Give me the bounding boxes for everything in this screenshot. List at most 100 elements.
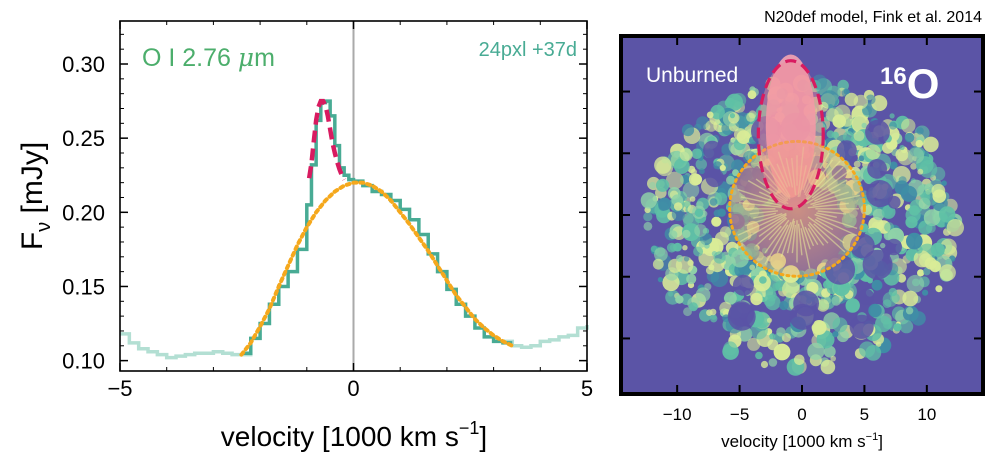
x-tick-label: −5 (107, 376, 132, 401)
ejecta-clump (868, 303, 882, 318)
central-streak (810, 191, 849, 206)
ejecta-clump (859, 341, 876, 358)
ejecta-clump (713, 209, 722, 218)
spectrum-ticks: −5 0 5 0.10 0.15 0.20 0.25 0.30 (62, 21, 593, 401)
narrow-peak-region-fill (758, 60, 824, 209)
ejecta-clump (699, 168, 705, 175)
ejecta-clump (820, 359, 836, 375)
ejecta-clump (749, 264, 756, 271)
ejecta-clump (649, 181, 656, 189)
ejecta-void (849, 314, 874, 339)
ejecta-clump (652, 258, 664, 270)
ejecta-clump (658, 197, 672, 211)
ejecta-clump (836, 329, 850, 343)
ejecta-clump (723, 341, 738, 356)
ejecta-clump (882, 142, 894, 154)
central-streak (798, 165, 807, 197)
central-streak (737, 188, 777, 203)
ejecta-void (703, 140, 722, 160)
central-streak (813, 223, 846, 253)
map-x-tick-label: 10 (917, 405, 936, 424)
ejecta-clump (915, 139, 924, 148)
ejecta-void (732, 274, 754, 296)
ejecta-clump (930, 242, 945, 257)
ejecta-clump (932, 189, 947, 203)
ejecta-clump (681, 124, 695, 137)
ejecta-clump (732, 169, 739, 177)
central-streak (740, 196, 782, 207)
ejecta-clump (706, 309, 713, 317)
ejecta-clump (747, 90, 757, 100)
ejecta-clump (851, 115, 870, 133)
central-streak (758, 216, 787, 237)
central-streak (812, 194, 861, 207)
ejecta-clump (897, 273, 907, 283)
spectrum-data-layer (120, 21, 589, 371)
ejecta-clump (773, 343, 791, 361)
map-x-tick-label: 0 (797, 405, 806, 424)
ejecta-clump (673, 202, 683, 211)
ejecta-clump (906, 232, 923, 250)
ejecta-void (866, 180, 894, 208)
central-streak (737, 212, 787, 236)
ejecta-clump (782, 280, 800, 299)
spectrum-panel: −5 0 5 0.10 0.15 0.20 0.25 0.30 O I 2.76 μm 24p… (16, 20, 593, 452)
ejecta-clump (865, 94, 876, 105)
ejecta-clump (906, 274, 925, 293)
ejecta-clump (687, 259, 694, 266)
ejecta-clump (766, 317, 773, 323)
ejecta-clump (709, 198, 718, 206)
central-streak (765, 180, 789, 202)
spectrum-annotation-epoch: 24pxl +37d (479, 39, 577, 61)
ejecta-void (862, 249, 893, 280)
central-streak (776, 163, 789, 188)
model-map-title: N20def model, Fink et al. 2014 (764, 9, 982, 26)
central-streak (816, 212, 837, 218)
ejecta-clump (881, 205, 896, 219)
ejecta-void (705, 168, 724, 188)
ejecta-clump (698, 241, 706, 248)
map-x-axis-label: velocity [1000 km s−1] (721, 431, 883, 451)
ejecta-clump (831, 295, 842, 306)
ejecta-clump (816, 330, 835, 349)
central-streak (808, 221, 829, 244)
central-streak (814, 188, 841, 202)
ejecta-clump (714, 231, 729, 246)
ejecta-clump (726, 175, 735, 185)
ejecta-void (858, 288, 875, 306)
ejecta-clump (871, 279, 883, 291)
central-streak (806, 166, 844, 201)
ejecta-clump (832, 331, 839, 338)
ejecta-clump (686, 273, 697, 285)
ejecta-clump (654, 156, 672, 174)
ejecta-clump (711, 216, 722, 227)
spectrum-y-axis-label: Fν [mJy] (16, 142, 55, 250)
ejecta-clump (853, 130, 865, 142)
central-streak (807, 216, 845, 244)
central-streak (804, 226, 815, 247)
ejecta-clump (858, 155, 865, 162)
ejecta-clump (688, 302, 698, 312)
ejecta-clump (861, 122, 867, 129)
ejecta-clump (706, 111, 714, 119)
central-streak (764, 219, 790, 254)
ejecta-clump (696, 141, 706, 151)
central-streak (814, 218, 834, 231)
ejecta-clump (694, 208, 704, 217)
ejecta-clump (900, 185, 918, 202)
ejecta-clump (916, 127, 924, 135)
ejecta-clump (710, 313, 717, 320)
ejecta-clump (682, 245, 688, 251)
central-streak (767, 158, 791, 198)
ejecta-clump (687, 165, 696, 174)
ejecta-clump (939, 206, 956, 223)
central-streak (807, 227, 819, 246)
ejecta-clump (875, 341, 882, 347)
ejecta-clump (893, 323, 902, 332)
y-tick-label: 0.10 (62, 349, 105, 374)
central-streak (764, 224, 789, 265)
observed-spectrum-left-wing (120, 332, 253, 360)
ejecta-clump (657, 277, 664, 283)
ejecta-clump (759, 276, 767, 284)
ejecta-clump (755, 351, 763, 360)
